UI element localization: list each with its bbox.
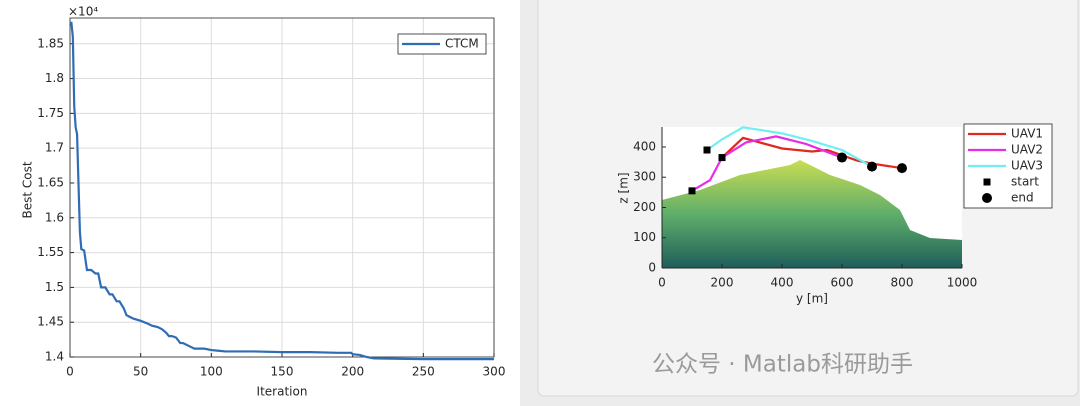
x-axis-label: y [m] <box>796 292 828 306</box>
data-line <box>706 126 873 168</box>
y-tick-label: 200 <box>633 200 656 214</box>
y-tick-label: 100 <box>633 230 656 244</box>
x-tick-label: 250 <box>412 365 435 379</box>
x-tick-label: 600 <box>831 276 854 290</box>
y-tick-label: 400 <box>633 139 656 153</box>
y-multiplier: ×10⁴ <box>68 5 98 19</box>
data-line <box>70 21 494 361</box>
y-tick-label: 1.85 <box>37 36 64 50</box>
end-marker <box>867 161 877 172</box>
y-axis-label: Best Cost <box>21 161 35 218</box>
x-axis-label: Iteration <box>257 385 308 399</box>
x-tick-label: 0 <box>66 365 74 379</box>
end-marker <box>897 163 907 174</box>
x-tick-label: 200 <box>341 365 364 379</box>
legend-label: start <box>1011 175 1039 189</box>
legend-label: UAV2 <box>1011 143 1043 157</box>
x-tick-label: 800 <box>891 276 914 290</box>
legend-swatch <box>982 193 992 203</box>
axes-box <box>69 17 495 358</box>
legend-label: UAV3 <box>1011 159 1043 173</box>
watermark: 公众号 · Matlab科研助手 <box>652 352 913 378</box>
terrain <box>662 160 962 268</box>
x-tick-label: 100 <box>200 365 223 379</box>
x-tick-label: 0 <box>658 276 666 290</box>
end-marker <box>837 152 847 163</box>
y-tick-label: 1.75 <box>37 106 64 120</box>
x-tick-label: 150 <box>271 365 294 379</box>
y-axis-label: z [m] <box>617 172 631 203</box>
y-tick-label: 1.6 <box>45 210 64 224</box>
x-tick-label: 300 <box>483 365 506 379</box>
x-tick-label: 400 <box>771 276 794 290</box>
y-tick-label: 0 <box>648 261 656 275</box>
start-marker <box>688 187 696 195</box>
start-marker <box>718 154 726 162</box>
x-tick-label: 50 <box>133 365 148 379</box>
y-tick-label: 1.5 <box>45 280 64 294</box>
y-tick-label: 300 <box>633 170 656 184</box>
left-window <box>0 0 520 406</box>
legend-swatch <box>983 178 991 186</box>
legend-label: end <box>1011 191 1034 205</box>
y-tick-label: 1.45 <box>37 315 64 329</box>
legend-label: UAV1 <box>1011 127 1043 141</box>
data-line <box>691 135 843 192</box>
y-tick-label: 1.65 <box>37 175 64 189</box>
start-marker <box>703 146 711 154</box>
y-tick-label: 1.55 <box>37 245 64 259</box>
y-tick-label: 1.8 <box>45 71 64 85</box>
legend-box <box>397 33 487 55</box>
x-tick-label: 200 <box>711 276 734 290</box>
legend-label: CTCM <box>445 37 479 51</box>
x-tick-label: 1000 <box>947 276 978 290</box>
y-tick-label: 1.4 <box>45 350 64 364</box>
y-tick-label: 1.7 <box>45 141 64 155</box>
